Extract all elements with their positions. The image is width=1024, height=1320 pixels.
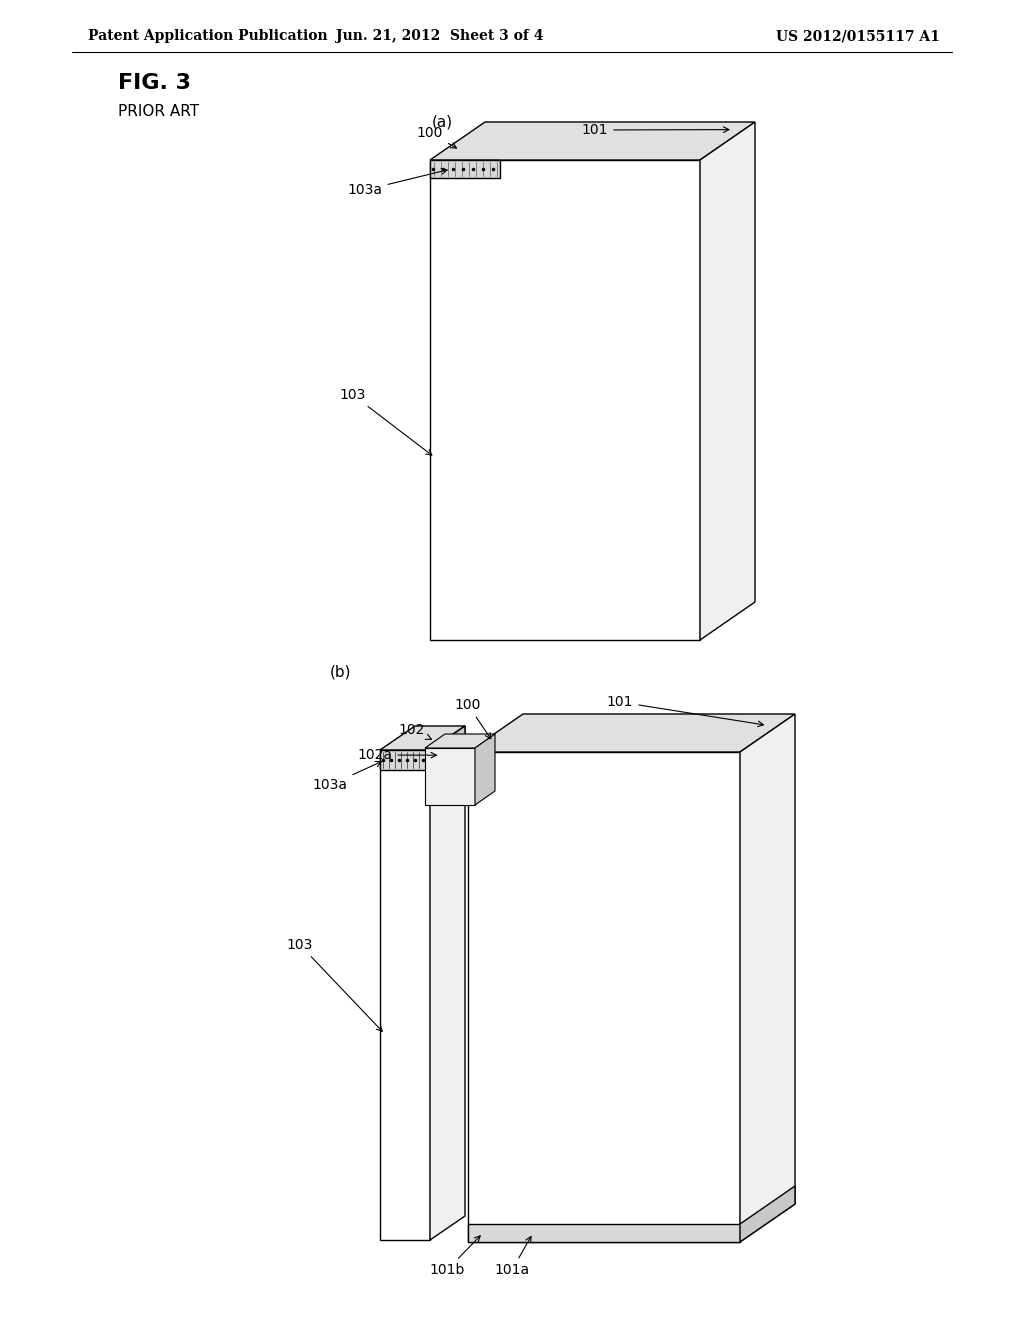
Polygon shape xyxy=(468,714,795,752)
Text: US 2012/0155117 A1: US 2012/0155117 A1 xyxy=(776,29,940,44)
Text: 102: 102 xyxy=(398,723,431,739)
Text: (a): (a) xyxy=(432,115,454,129)
Polygon shape xyxy=(468,752,740,1242)
Polygon shape xyxy=(740,1185,795,1242)
Text: 101: 101 xyxy=(607,696,764,726)
Polygon shape xyxy=(425,748,475,805)
Polygon shape xyxy=(430,160,700,640)
Text: 103: 103 xyxy=(340,388,432,455)
Text: 101a: 101a xyxy=(495,1237,531,1276)
Text: FIG. 3: FIG. 3 xyxy=(118,73,191,92)
Text: PRIOR ART: PRIOR ART xyxy=(118,104,199,120)
Text: 100: 100 xyxy=(455,698,490,739)
Polygon shape xyxy=(468,1224,740,1242)
Polygon shape xyxy=(430,726,465,1239)
Polygon shape xyxy=(700,121,755,640)
Polygon shape xyxy=(380,750,430,770)
Polygon shape xyxy=(380,726,465,750)
Text: Patent Application Publication: Patent Application Publication xyxy=(88,29,328,44)
Polygon shape xyxy=(430,121,755,160)
Text: 103a: 103a xyxy=(312,762,381,792)
Polygon shape xyxy=(380,750,430,1239)
Text: 103: 103 xyxy=(287,939,382,1031)
Text: 100: 100 xyxy=(417,125,457,148)
Text: Jun. 21, 2012  Sheet 3 of 4: Jun. 21, 2012 Sheet 3 of 4 xyxy=(336,29,544,44)
Text: 102a: 102a xyxy=(357,748,436,762)
Text: 103a: 103a xyxy=(347,169,447,197)
Text: (b): (b) xyxy=(330,664,351,680)
Text: 101: 101 xyxy=(582,123,729,137)
Polygon shape xyxy=(430,726,465,770)
Text: 101b: 101b xyxy=(429,1236,480,1276)
Polygon shape xyxy=(740,714,795,1242)
Polygon shape xyxy=(475,734,495,805)
Polygon shape xyxy=(430,160,500,178)
Polygon shape xyxy=(425,734,495,748)
